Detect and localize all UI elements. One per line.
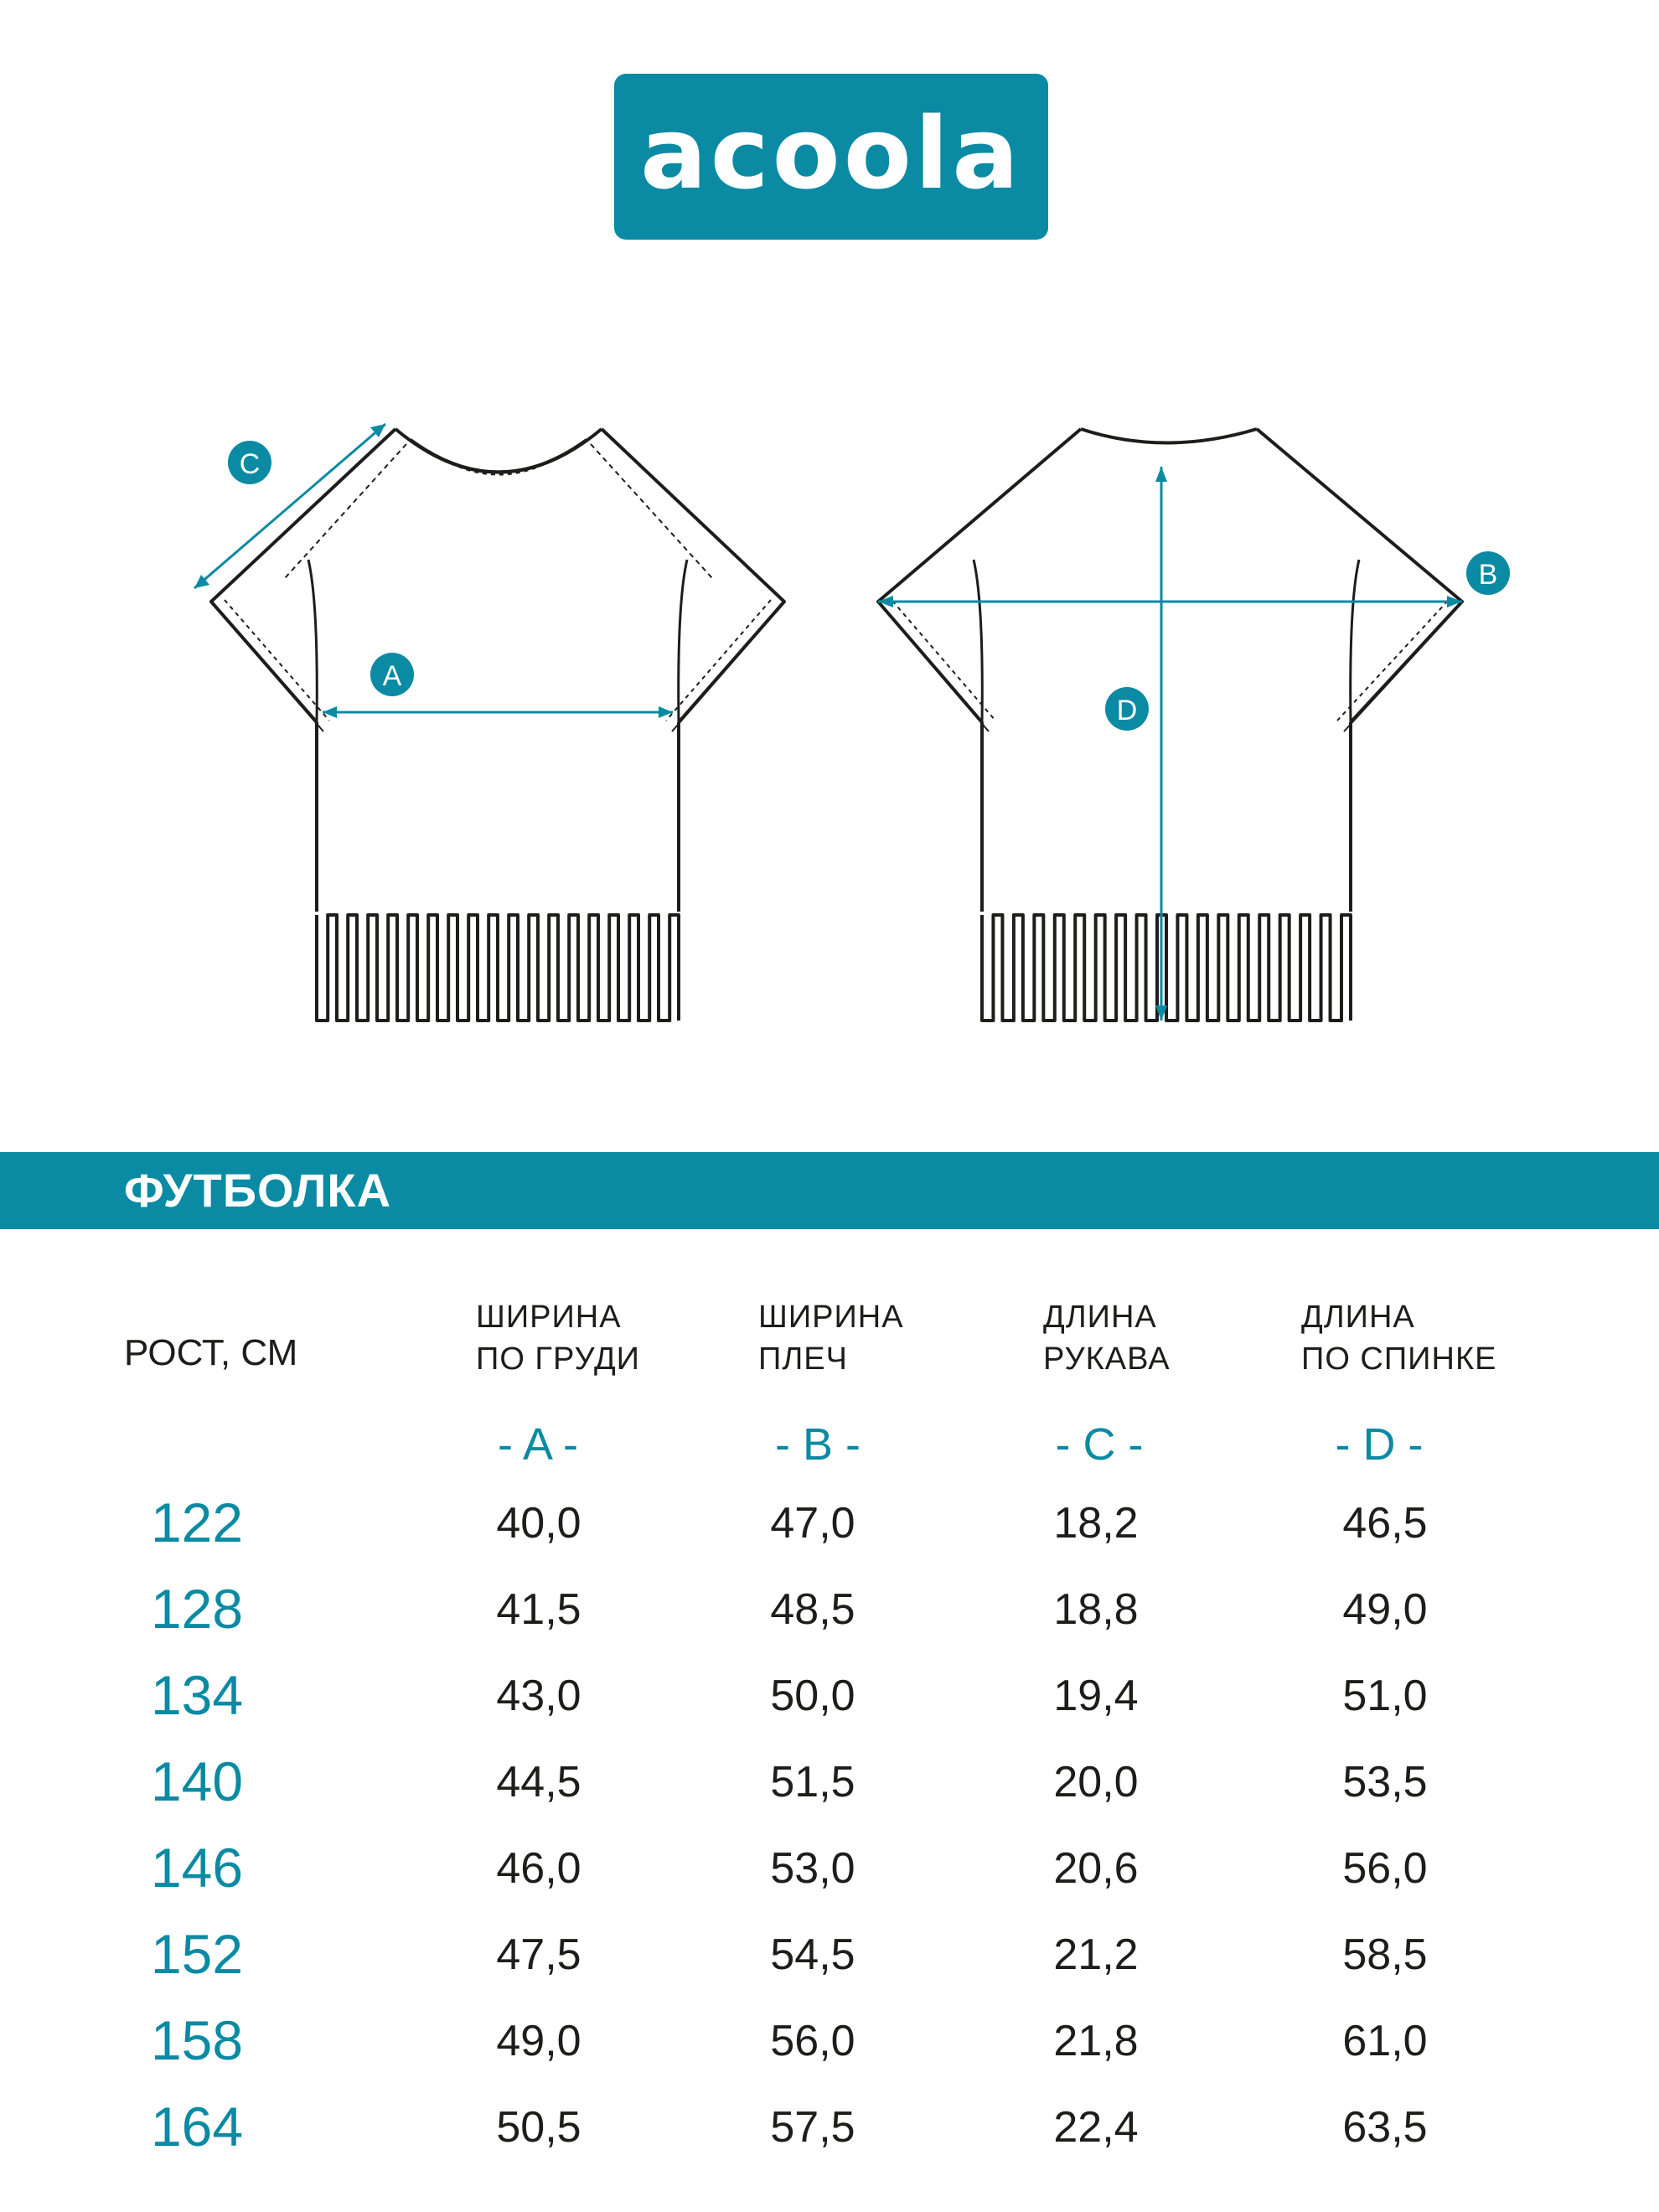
table-cell: 49,0 — [1342, 1585, 1428, 1634]
badge-d: D — [1105, 687, 1149, 731]
row-height: 152 — [150, 1923, 244, 1985]
svg-text:B: B — [1479, 559, 1498, 591]
column-header-line: ПО ГРУДИ — [476, 1341, 640, 1377]
table-cell: 41,5 — [496, 1585, 581, 1634]
table-cell: 48,5 — [770, 1585, 855, 1634]
row-height: 122 — [150, 1491, 244, 1553]
row-height: 146 — [150, 1837, 244, 1899]
brand-logo: acoola — [614, 74, 1048, 240]
table-cell: 51,0 — [1342, 1672, 1428, 1720]
table-cell: 18,2 — [1053, 1499, 1139, 1548]
column-header-chest: ШИРИНА ПО ГРУДИ — [476, 1296, 640, 1380]
row-height: 140 — [150, 1750, 244, 1812]
front-view — [209, 427, 786, 1022]
svg-text:A: A — [383, 660, 402, 692]
table-cell: 18,8 — [1053, 1585, 1139, 1634]
table-cell: 57,5 — [770, 2103, 855, 2152]
product-title: ФУТБОЛКА — [124, 1164, 392, 1217]
column-header-shoulder: ШИРИНА ПЛЕЧ — [758, 1296, 904, 1380]
table-cell: 47,0 — [770, 1499, 855, 1548]
column-header-sleeve: ДЛИНА РУКАВА — [1043, 1296, 1171, 1380]
table-cell: 53,0 — [770, 1844, 855, 1893]
table-cell: 46,0 — [496, 1844, 581, 1893]
table-cell: 49,0 — [496, 2017, 581, 2065]
table-cell: 58,5 — [1342, 1930, 1428, 1979]
column-header-line: РУКАВА — [1043, 1341, 1171, 1377]
table-cell: 53,5 — [1342, 1758, 1428, 1806]
table-cell: 46,5 — [1342, 1499, 1428, 1548]
table-cell: 47,5 — [496, 1930, 581, 1979]
row-height: 158 — [150, 2009, 244, 2071]
column-letter-b: - B - — [775, 1419, 861, 1470]
badge-c: C — [228, 441, 271, 484]
badge-a: A — [370, 653, 414, 696]
table-cell: 20,0 — [1053, 1758, 1139, 1806]
table-cell: 21,2 — [1053, 1930, 1139, 1979]
back-view — [876, 427, 1464, 1022]
table-cell: 61,0 — [1342, 2017, 1428, 2065]
row-height: 134 — [150, 1664, 244, 1726]
column-header-line: ПЛЕЧ — [758, 1341, 848, 1377]
column-letter-d: - D - — [1335, 1419, 1424, 1470]
brand-logo-text: acoola — [640, 96, 1022, 211]
table-cell: 56,0 — [1342, 1844, 1428, 1893]
table-cell: 44,5 — [496, 1758, 581, 1806]
table-cell: 63,5 — [1342, 2103, 1428, 2152]
column-header-line: ДЛИНА — [1301, 1300, 1415, 1335]
table-cell: 54,5 — [770, 1930, 855, 1979]
table-cell: 50,0 — [770, 1672, 855, 1720]
column-letter-a: - A - — [497, 1419, 579, 1470]
column-header-line: ШИРИНА — [476, 1300, 622, 1335]
table-cell: 56,0 — [770, 2017, 855, 2065]
svg-text:C: C — [240, 448, 261, 480]
measure-c-line — [194, 422, 386, 590]
table-cell: 40,0 — [496, 1499, 581, 1548]
column-header-line: ШИРИНА — [758, 1300, 904, 1335]
column-header-back-length: ДЛИНА ПО СПИНКЕ — [1301, 1296, 1496, 1380]
garment-drawing: A C B D — [194, 422, 1510, 1022]
table-cell: 51,5 — [770, 1758, 855, 1806]
column-header-line: ДЛИНА — [1043, 1300, 1157, 1335]
product-title-band: ФУТБОЛКА — [0, 1152, 1659, 1229]
column-header-line: ПО СПИНКЕ — [1301, 1341, 1497, 1377]
height-column-header: РОСТ, СМ — [124, 1332, 298, 1373]
table-cell: 50,5 — [496, 2103, 581, 2152]
row-height: 128 — [150, 1578, 244, 1640]
table-cell: 20,6 — [1053, 1844, 1139, 1893]
table-cell: 22,4 — [1053, 2103, 1139, 2152]
table-cell: 21,8 — [1053, 2017, 1139, 2065]
table-cell: 19,4 — [1053, 1672, 1139, 1720]
column-letter-c: - C - — [1055, 1419, 1144, 1470]
table-cell: 43,0 — [496, 1672, 581, 1720]
badge-b: B — [1466, 551, 1510, 595]
svg-text:D: D — [1117, 695, 1138, 726]
row-height: 164 — [150, 2096, 244, 2158]
